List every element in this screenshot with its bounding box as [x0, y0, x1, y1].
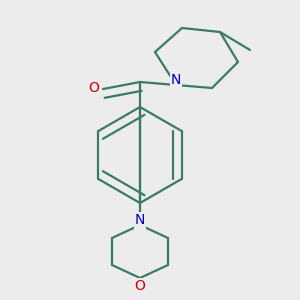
Text: N: N [135, 214, 145, 227]
Text: N: N [171, 73, 181, 87]
Text: O: O [88, 80, 99, 94]
Text: O: O [135, 279, 146, 293]
